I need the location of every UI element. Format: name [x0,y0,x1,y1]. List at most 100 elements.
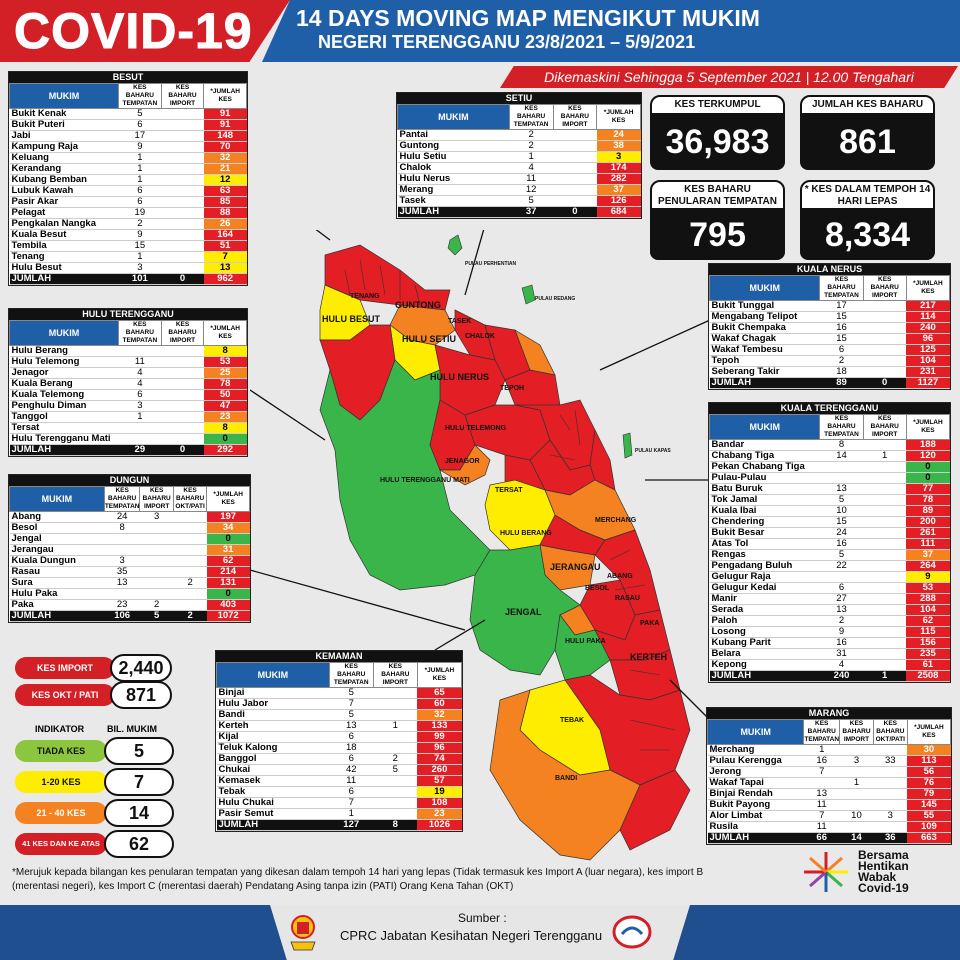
total-cases: 148 [203,130,247,142]
total-value: 0 [161,273,204,285]
district-title: KUALA TERENGGANU [709,403,950,414]
total-label: JUMLAH [709,377,820,389]
case-count: 15 [819,311,864,323]
mukim-name: Bandar [709,439,820,451]
total-cases: 0 [203,433,247,445]
case-count: 9 [118,229,162,241]
table-row: Bukit Tunggal 17 217 [709,300,950,312]
mukim-name: Chendering [709,516,820,528]
mukim-name: Merchang [707,744,804,756]
total-value: 1127 [906,377,950,389]
table-row: Wakaf Chagak 15 96 [709,333,950,345]
table-row: Kubang Parit 16 156 [709,637,950,649]
case-count [819,461,864,473]
case-count [863,593,907,605]
table-row: Bukit Payong 11 145 [707,799,951,811]
table-row: Bukit Besar 24 261 [709,527,950,539]
total-cases: 3 [596,151,641,163]
col-header-tempatan: KES BAHARU TEMPATAN [328,662,374,688]
mukim-name: Manir [709,593,820,605]
mukim-name: Paloh [709,615,820,627]
case-count [839,744,874,756]
mukim-name: Kubang Bemban [9,174,119,186]
case-count [863,472,907,484]
total-cases: 32 [417,709,462,721]
table-row: Losong 9 115 [709,626,950,638]
table-row: Serada 13 104 [709,604,950,616]
mukim-name: Wakaf Chagak [709,333,820,345]
legend-level-label: 1-20 KES [15,771,107,793]
case-count [553,162,597,174]
case-count [161,356,204,368]
case-count [161,367,204,379]
mukim-name: Rusila [707,821,804,833]
stat-value-tempoh: 8,334 [800,210,935,260]
total-cases: 114 [906,311,950,323]
case-count [863,355,907,367]
case-count [863,527,907,539]
map-label-kerteh: KERTEH [630,652,667,662]
case-count: 2 [373,753,418,765]
col-header-mukim: MUKIM [9,486,105,512]
col-header-import: KES BAHARU IMPORT [862,414,907,440]
case-count [373,775,418,787]
case-count [173,544,207,556]
case-count: 3 [118,400,162,412]
col-header-tempatan: KES BAHARU TEMPATAN [508,104,554,130]
table-total-row: JUMLAH 37 0 684 [397,206,641,218]
table-row: Paka 23 2 403 [9,599,250,611]
map-label-jengal: JENGAL [505,607,542,617]
case-count: 7 [803,810,840,822]
table-row: Belara 31 235 [709,648,950,660]
mukim-name: Hulu Besut [9,262,119,274]
campaign-line-3: Wabak [858,870,897,884]
mukim-name: Hulu Chukai [216,797,330,809]
table-row: Chendering 15 200 [709,516,950,528]
case-count [373,797,418,809]
total-cases: 65 [417,687,462,699]
table-row: Bukit Puteri 6 91 [9,119,247,131]
case-count: 16 [819,322,864,334]
mukim-name: Teluk Kalong [216,742,330,754]
table-total-row: JUMLAH 29 0 292 [9,444,247,456]
mukim-name: Tenang [9,251,119,263]
col-header-jumlah: *JUMLAH KES [206,486,250,512]
total-cases: 126 [596,195,641,207]
total-cases: 282 [596,173,641,185]
table-row: Gelugur Kedai 6 53 [709,582,950,594]
mukim-name: Tersat [9,422,119,434]
case-count [373,709,418,721]
total-value: 1026 [417,819,462,831]
case-count: 5 [819,494,864,506]
table-row: Tepoh 2 104 [709,355,950,367]
case-count [139,588,174,600]
mukim-name: Gelugur Kedai [709,582,820,594]
case-count [553,151,597,163]
table-row: Jenagor 4 25 [9,367,247,379]
map-base [319,234,691,861]
table-row: Kemasek 11 57 [216,775,462,787]
map-label-bandi: BANDI [555,775,577,782]
case-count: 1 [803,744,840,756]
case-count: 18 [329,742,374,754]
table-hulu-terengganu: HULU TERENGGANU MUKIM KES BAHARU TEMPATAN K… [8,308,248,457]
mukim-name: Tembila [9,240,119,252]
total-value: 292 [203,444,247,456]
case-count: 6 [329,753,374,765]
col-header-import: KES BAHARU IMPORT [160,320,205,346]
table-row: Pengadang Buluh 22 264 [709,560,950,572]
table-row: Jabi 17 148 [9,130,247,142]
map-label-chalok: CHALOK [465,333,495,340]
table-total-row: JUMLAH 66 14 36 663 [707,832,951,844]
total-cases: 88 [203,207,247,219]
case-count: 4 [509,162,553,174]
mukim-name: Serada [709,604,820,616]
source-text: CPRC Jabatan Kesihatan Negeri Terengganu [340,928,603,943]
total-cases: 25 [203,367,247,379]
case-count [863,439,907,451]
case-count: 31 [819,648,864,660]
case-count: 2 [118,218,162,230]
table-row: Bandi 5 32 [216,709,462,721]
case-count: 11 [509,173,553,185]
case-count: 14 [819,450,864,462]
